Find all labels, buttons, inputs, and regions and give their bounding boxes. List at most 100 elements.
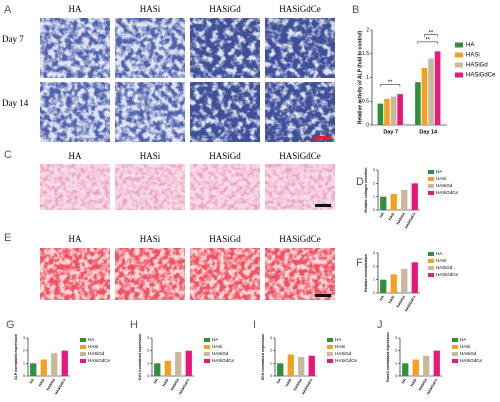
legend-label: HASiGdCe: [466, 73, 496, 79]
column-header: HASiGdCe: [279, 234, 321, 244]
panel-label: H: [130, 319, 138, 331]
x-tick-label: HASi: [285, 378, 293, 387]
legend-swatch: [80, 359, 86, 363]
legend-swatch: [204, 345, 210, 349]
y-tick-label: 1: [373, 278, 375, 282]
legend-label: HASiGd: [335, 351, 352, 356]
legend-swatch: [327, 338, 333, 342]
bar: [380, 279, 387, 293]
column-header: HASi: [140, 234, 161, 244]
significance-label: **: [429, 30, 434, 36]
x-tick-label: HA: [276, 378, 282, 385]
y-tick-label: 2: [373, 264, 375, 268]
y-tick-label: 3: [373, 251, 375, 255]
bar: [175, 351, 182, 376]
y-tick-label: 0.5: [362, 99, 369, 105]
legend-label: HASi: [466, 53, 480, 59]
legend-label: HASi: [460, 344, 470, 349]
bar: [277, 363, 284, 376]
significance-bracket: [380, 84, 401, 87]
micrograph-texture: [190, 82, 260, 142]
legend-swatch: [428, 177, 434, 181]
micrograph-texture: [190, 18, 260, 78]
x-tick-label: HASi: [162, 378, 170, 387]
column-header: HASi: [140, 4, 161, 14]
bar: [401, 190, 408, 210]
column-header: HASiGd: [209, 151, 241, 161]
legend-label: HASiGd: [88, 351, 105, 356]
column-header: HASiGd: [209, 234, 241, 244]
y-tick-label: 3: [270, 336, 272, 340]
y-tick-label: 0: [366, 122, 369, 128]
bar: [51, 353, 58, 376]
y-tick-label: 1: [23, 361, 25, 365]
panel-label: C: [4, 149, 12, 161]
legend-swatch: [327, 359, 333, 363]
bar: [434, 51, 441, 125]
y-tick-label: 0: [373, 291, 375, 295]
legend-label: HASiGd: [212, 351, 229, 356]
legend-swatch: [428, 170, 434, 174]
bar: [428, 58, 434, 125]
legend-label: HASiGdCe: [212, 358, 235, 363]
y-axis-label: ALP normalized expression: [14, 334, 18, 380]
bar: [397, 94, 403, 125]
legend-label: HASi: [88, 344, 98, 349]
scale-bar: [315, 136, 331, 139]
column-header: HA: [69, 151, 82, 161]
significance-label: **: [425, 37, 430, 43]
micrograph-texture: [40, 18, 110, 78]
row-label: Day 7: [2, 34, 24, 44]
bar: [154, 363, 161, 376]
x-tick-label: HASiGd: [293, 378, 303, 391]
legend-swatch: [204, 338, 210, 342]
y-tick-label: 0: [395, 374, 397, 378]
micrograph-texture: [40, 248, 110, 300]
legend-swatch: [452, 359, 458, 363]
legend-swatch: [80, 345, 86, 349]
x-tick-label: HASiGdCe: [301, 378, 313, 395]
x-tick-label: HA: [379, 212, 385, 219]
panel-label: F: [356, 257, 363, 269]
bar: [380, 196, 387, 210]
micrograph-texture: [115, 82, 185, 142]
y-axis-label: Relative mineralization: [364, 254, 368, 292]
bar: [298, 357, 305, 376]
legend-label: HASi: [436, 176, 446, 181]
legend-label: HA: [436, 169, 442, 174]
y-tick-label: 0: [270, 374, 272, 378]
legend-swatch: [80, 352, 86, 356]
x-tick-label: HASiGd: [170, 378, 180, 391]
y-axis-label: Relative collagen secretion: [364, 167, 368, 212]
legend-label: HASiGdCe: [460, 358, 483, 363]
row-label: Day 14: [2, 98, 29, 108]
legend-label: HA: [460, 337, 466, 342]
legend-swatch: [455, 42, 463, 48]
micrograph-texture: [265, 248, 335, 300]
column-header: HASi: [140, 151, 161, 161]
bar: [40, 359, 47, 376]
legend-label: HASiGdCe: [436, 190, 459, 195]
bar: [411, 262, 418, 293]
micrograph-texture: [40, 164, 110, 210]
x-tick-label: HA: [153, 378, 159, 385]
bar: [30, 363, 37, 376]
legend-swatch: [452, 345, 458, 349]
legend-label: HASiGd: [466, 63, 488, 69]
y-tick-label: 1.5: [362, 51, 369, 57]
y-axis-label: Runx2 normalized expression: [386, 332, 390, 382]
bar: [384, 98, 390, 125]
y-tick-label: 3: [373, 168, 375, 172]
legend-label: HASi: [212, 344, 222, 349]
bar: [402, 363, 409, 376]
legend-swatch: [204, 352, 210, 356]
x-tick-label: HASi: [388, 295, 396, 304]
legend-swatch: [428, 273, 434, 277]
micrograph-texture: [115, 248, 185, 300]
scale-bar: [315, 294, 331, 297]
y-tick-label: 3: [23, 336, 25, 340]
x-tick-label: HA: [401, 378, 407, 385]
y-tick-label: 2: [366, 27, 369, 33]
bar: [308, 355, 315, 376]
bar: [390, 96, 397, 125]
